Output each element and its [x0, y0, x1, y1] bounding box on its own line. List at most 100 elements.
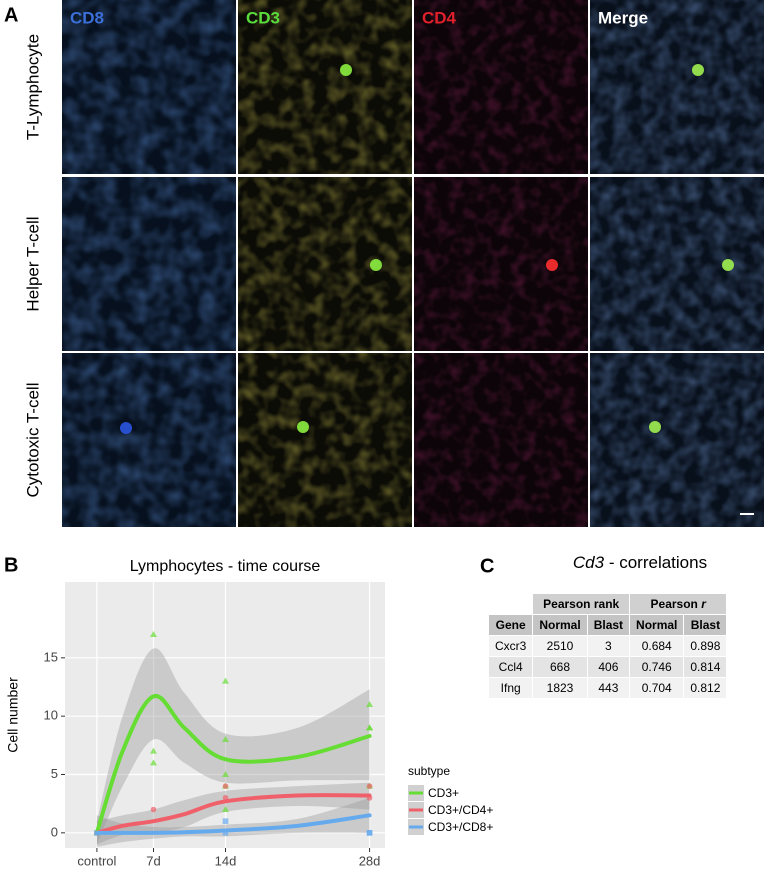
- micrograph-texture: [590, 0, 764, 174]
- y-tick-label: 5: [51, 766, 58, 781]
- group-header-text: Pearson rank: [543, 597, 620, 611]
- legend-label: CD3+: [428, 786, 459, 800]
- micrograph-texture: [590, 177, 764, 351]
- table-cell: 443: [586, 677, 631, 699]
- gene-name: Cd3: [572, 553, 605, 572]
- table-cell: 0.814: [683, 656, 728, 678]
- row-label: T-Lymphocyte: [23, 34, 42, 140]
- table-cell: 3: [586, 635, 631, 657]
- table-cell: 0.812: [683, 677, 728, 699]
- y-tick-label: 0: [51, 824, 58, 839]
- x-tick-label: 7d: [146, 853, 160, 868]
- table-title: Cd3 - correlations: [520, 553, 760, 573]
- micrograph-texture: [62, 0, 236, 174]
- micrograph-texture: [238, 353, 412, 527]
- point: [222, 677, 230, 684]
- table-cell: 406: [586, 656, 631, 678]
- group-header-text: Pearson: [650, 597, 698, 611]
- panel-letter: A: [4, 4, 18, 26]
- trend-line: [94, 694, 372, 835]
- legend-label: CD3+/CD8+: [428, 820, 493, 834]
- table-cell: 2510: [532, 635, 588, 657]
- table-row: Ccl4 668 406 0.746 0.814: [487, 656, 728, 678]
- trend-line: [94, 793, 372, 835]
- header-row: Gene Normal Blast Normal Blast: [487, 614, 728, 636]
- point: [222, 736, 230, 742]
- legend-label: CD3+/CD4+: [428, 803, 493, 817]
- group-header: Pearson rank: [532, 593, 631, 615]
- cell: [546, 259, 558, 271]
- table-row: Cxcr3 2510 3 0.684 0.898: [487, 635, 728, 657]
- chart-title: Lymphocytes - time course: [130, 558, 321, 575]
- group-header-row: Pearson rank Pearson r: [487, 593, 728, 615]
- group-header-symbol: r: [701, 597, 706, 611]
- cell: [297, 421, 309, 433]
- title-text: - correlations: [608, 553, 708, 572]
- micrograph-texture: [62, 177, 236, 351]
- micrograph-texture: [238, 177, 412, 351]
- panel-letter: B: [4, 554, 18, 576]
- cell: [120, 422, 132, 434]
- micrograph-texture: [238, 0, 412, 174]
- point: [366, 701, 374, 707]
- cell: [340, 64, 352, 76]
- column-label: CD3: [246, 8, 280, 27]
- column-label: Merge: [598, 8, 648, 27]
- confidence-band: [96, 648, 370, 845]
- row-label: Cytotoxic T-cell: [23, 383, 42, 498]
- cell: [692, 64, 704, 76]
- blank-cell: [487, 593, 534, 615]
- column-header: Normal: [532, 614, 588, 636]
- point: [366, 724, 374, 731]
- micrograph-texture: [414, 177, 588, 351]
- panel-letter: C: [480, 555, 494, 577]
- table-cell: 0.684: [629, 635, 685, 657]
- column-header: Blast: [586, 614, 631, 636]
- y-tick-label: 15: [44, 649, 58, 664]
- legend-title: subtype: [408, 764, 450, 778]
- column-header: Blast: [683, 614, 728, 636]
- table-cell: Ccl4: [487, 656, 534, 678]
- point: [222, 818, 229, 824]
- point: [222, 771, 230, 777]
- micrograph-texture: [590, 353, 764, 527]
- cell: [370, 259, 382, 271]
- cell: [722, 259, 734, 271]
- table-cell: Ifng: [487, 677, 534, 699]
- column-label: CD4: [422, 8, 457, 27]
- table-cell: 0.898: [683, 635, 728, 657]
- point: [366, 783, 373, 789]
- column-header: Gene: [487, 614, 534, 636]
- group-header: Pearson r: [629, 593, 728, 615]
- micrograph-texture: [62, 353, 236, 527]
- correlation-table: Pearson rank Pearson r Gene Normal Blast Norm…: [487, 593, 728, 699]
- x-tick-label: 28d: [359, 853, 381, 868]
- y-axis-label: Cell number: [5, 677, 21, 753]
- point: [222, 830, 229, 836]
- point: [149, 631, 157, 637]
- point: [222, 806, 230, 812]
- point: [366, 830, 373, 836]
- x-tick-label: control: [77, 853, 116, 868]
- confidence-band: [96, 782, 370, 845]
- point: [150, 806, 157, 813]
- column-label: CD8: [70, 8, 104, 27]
- cell: [649, 421, 661, 433]
- table-cell: 0.746: [629, 656, 685, 678]
- table-cell: 1823: [532, 677, 588, 699]
- column-header: Normal: [629, 614, 685, 636]
- point: [222, 783, 229, 789]
- table-cell: 668: [532, 656, 588, 678]
- point: [149, 759, 157, 766]
- table-cell: Cxcr3: [487, 635, 534, 657]
- point: [149, 747, 157, 754]
- micrograph-texture: [414, 0, 588, 174]
- table-row: Ifng 1823 443 0.704 0.812: [487, 677, 728, 699]
- plot-layer: [93, 631, 374, 847]
- row-label: Helper T-cell: [23, 216, 42, 311]
- y-tick-label: 10: [44, 708, 58, 723]
- x-tick-label: 14d: [215, 853, 237, 868]
- table-cell: 0.704: [629, 677, 685, 699]
